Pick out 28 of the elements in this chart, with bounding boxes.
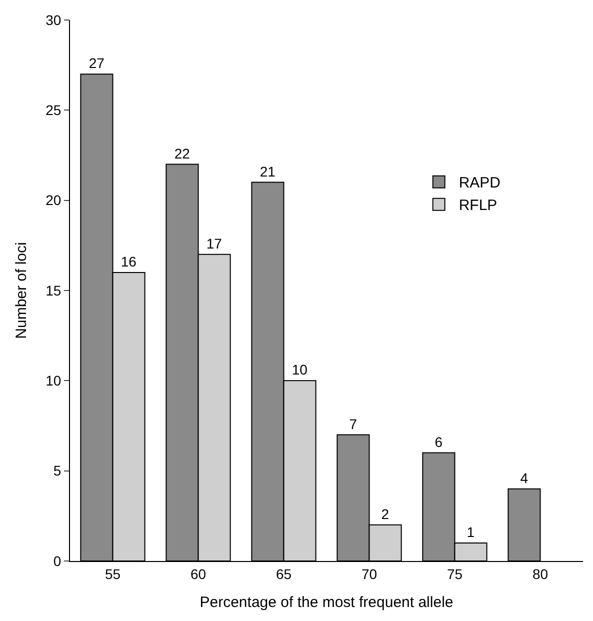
data-label: 7: [349, 416, 358, 432]
legend-label: RAPD: [458, 174, 501, 192]
data-label: 17: [206, 235, 222, 252]
y-tick-label: 5: [53, 462, 62, 479]
data-label: 6: [434, 434, 443, 450]
y-tick-label: 20: [46, 192, 62, 208]
y-tick-label: 0: [53, 552, 62, 569]
x-tick-label: 55: [104, 566, 121, 582]
y-tick-label: 15: [46, 282, 62, 298]
data-label: 10: [292, 362, 308, 378]
x-tick-label: 70: [361, 566, 378, 582]
data-label: 1: [466, 524, 475, 540]
data-label: 2: [381, 506, 390, 522]
data-label: 4: [520, 470, 528, 486]
legend-label: RFLP: [458, 197, 498, 214]
x-tick-label: 75: [446, 566, 463, 582]
x-tick-label: 65: [276, 566, 292, 582]
y-axis-title: Number of loci: [12, 242, 30, 339]
data-label: 21: [260, 163, 276, 180]
data-label: 27: [88, 55, 105, 72]
x-tick-label: 60: [190, 566, 206, 582]
y-tick-label: 10: [46, 372, 62, 389]
y-tick-label: 25: [46, 102, 62, 118]
x-axis-title: Percentage of the most frequent allele: [200, 594, 454, 611]
data-label: 16: [120, 253, 137, 270]
y-tick-label: 30: [46, 12, 62, 28]
data-label: 22: [174, 145, 190, 162]
x-tick-label: 80: [532, 566, 548, 582]
